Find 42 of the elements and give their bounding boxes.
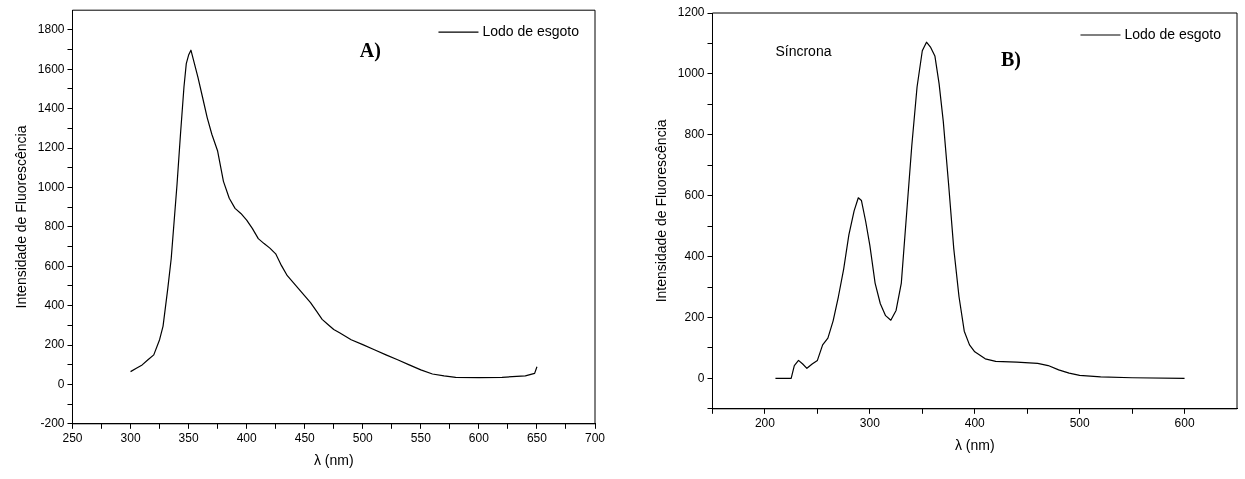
annotation: B) [1000,47,1021,71]
y-tick-label: 800 [684,127,705,142]
y-tick-label: 400 [44,297,65,312]
x-tick-label: 350 [178,431,199,446]
annotation: Síncrona [775,43,832,60]
x-tick-label: 200 [754,416,776,431]
y-tick-label: -200 [40,416,65,431]
y-tick-label: 1000 [37,179,65,194]
y-axis-title: Intensidade de Fluorescência [13,125,30,309]
x-tick-label: 250 [62,431,83,446]
y-tick-label: 0 [697,370,705,385]
x-axis-title: λ (nm) [954,437,995,454]
x-tick-label: 400 [964,416,986,431]
x-tick-label: 700 [584,431,606,446]
y-tick-label: 600 [684,187,705,202]
x-tick-label: 450 [294,431,316,446]
y-tick-label: 200 [44,337,65,352]
annotation: A) [359,38,381,62]
x-tick-label: 400 [236,431,257,446]
y-tick-label: 1600 [37,61,65,76]
x-tick-label: 300 [120,431,141,446]
x-axis-title: λ (nm) [313,452,354,469]
y-tick-label: 1800 [37,22,65,37]
y-tick-label: 800 [44,219,65,234]
y-tick-label: 1200 [677,5,705,20]
x-tick-label: 500 [1069,416,1090,431]
x-tick-label: 600 [1174,416,1195,431]
y-tick-label: 1000 [677,66,705,81]
y-tick-label: 600 [44,258,65,273]
x-tick-label: 550 [410,431,432,446]
x-tick-label: 300 [859,416,881,431]
y-tick-label: 1400 [37,100,65,115]
y-tick-label: 400 [684,248,705,263]
x-tick-label: 650 [526,431,548,446]
x-tick-label: 500 [352,431,374,446]
y-tick-label: 200 [684,309,705,324]
y-tick-label: 1200 [37,140,65,155]
legend-label: Lodo de esgoto [1124,25,1222,42]
y-tick-label: 0 [57,376,65,391]
x-tick-label: 600 [468,431,490,446]
y-axis-title: Intensidade de Fluorescência [653,119,670,303]
legend-label: Lodo de esgoto [482,23,580,40]
